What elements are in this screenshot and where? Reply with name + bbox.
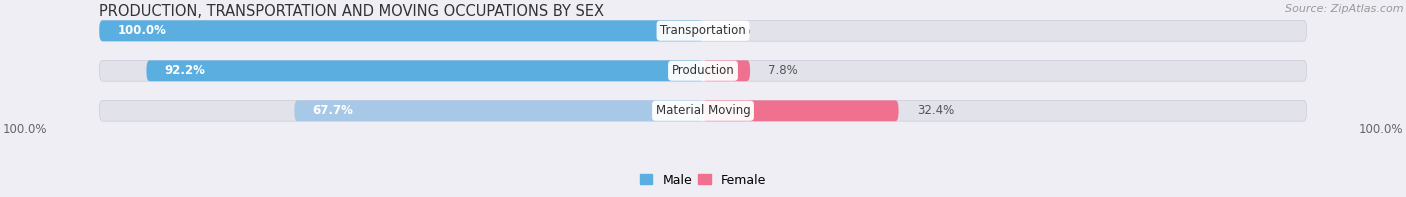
Text: 92.2%: 92.2% — [165, 64, 205, 77]
Text: 0.0%: 0.0% — [721, 24, 751, 37]
FancyBboxPatch shape — [100, 60, 1306, 81]
FancyBboxPatch shape — [100, 20, 1306, 41]
FancyBboxPatch shape — [294, 100, 703, 121]
Text: 100.0%: 100.0% — [118, 24, 166, 37]
Text: 32.4%: 32.4% — [917, 104, 953, 117]
Text: 67.7%: 67.7% — [312, 104, 353, 117]
FancyBboxPatch shape — [146, 60, 703, 81]
Text: Transportation: Transportation — [661, 24, 745, 37]
Text: Material Moving: Material Moving — [655, 104, 751, 117]
Text: 7.8%: 7.8% — [768, 64, 799, 77]
Text: Source: ZipAtlas.com: Source: ZipAtlas.com — [1285, 4, 1403, 14]
Text: 100.0%: 100.0% — [1358, 123, 1403, 136]
Text: 100.0%: 100.0% — [3, 123, 48, 136]
Text: Production: Production — [672, 64, 734, 77]
FancyBboxPatch shape — [100, 20, 703, 41]
Text: PRODUCTION, TRANSPORTATION AND MOVING OCCUPATIONS BY SEX: PRODUCTION, TRANSPORTATION AND MOVING OC… — [100, 4, 605, 19]
FancyBboxPatch shape — [703, 100, 898, 121]
FancyBboxPatch shape — [100, 100, 1306, 121]
Legend: Male, Female: Male, Female — [640, 174, 766, 187]
FancyBboxPatch shape — [703, 60, 749, 81]
